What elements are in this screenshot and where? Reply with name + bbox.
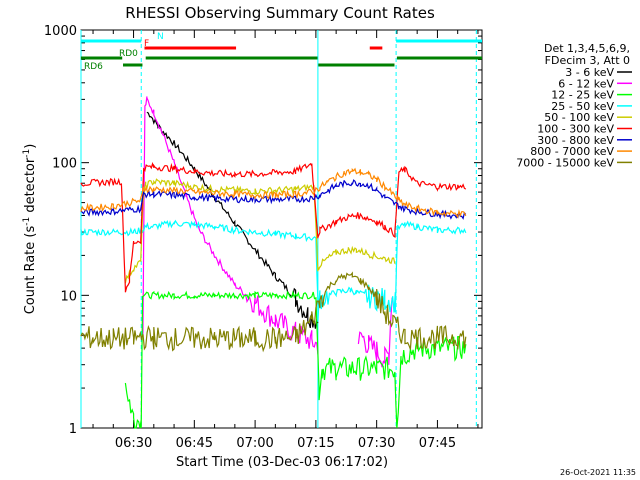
y-axis-label: Count Rate (s-1 detector-1) <box>22 144 38 315</box>
flag-label-f: F <box>144 39 149 49</box>
flag-label-rd6: RD6 <box>84 62 103 72</box>
series-line-7 <box>80 167 467 219</box>
x-tick-label: 06:45 <box>176 436 213 451</box>
footer-date: 26-Oct-2021 11:35 <box>560 468 636 477</box>
legend-label: 12 - 25 keV <box>551 89 614 102</box>
x-tick-label: 07:45 <box>419 436 456 451</box>
series-line-0 <box>146 111 319 329</box>
series-line-2 <box>124 290 467 429</box>
x-tick-label: 07:00 <box>236 436 273 451</box>
series-line-4 <box>124 178 396 284</box>
legend: Det 1,3,4,5,6,9, FDecim 3, Att 0 3 - 6 k… <box>516 42 632 169</box>
x-tick-label: 07:30 <box>358 436 395 451</box>
legend-header-line-1: Det 1,3,4,5,6,9, <box>544 42 630 55</box>
vertical-markers <box>80 30 477 428</box>
x-tick-label: 06:30 <box>115 436 152 451</box>
legend-label: 100 - 300 keV <box>537 123 614 136</box>
series-line-3 <box>80 219 467 322</box>
x-axis-label: Start Time (03-Dec-03 06:17:02) <box>176 455 388 470</box>
flag-label-n: N <box>157 32 164 42</box>
y-label-close: ) <box>23 144 38 149</box>
legend-header-line-2: FDecim 3, Att 0 <box>545 54 630 67</box>
y-label-sup: -1 <box>22 217 32 226</box>
y-label-prefix: Count Rate (s <box>23 226 38 315</box>
x-tick-label: 07:15 <box>297 436 334 451</box>
series-line-1 <box>142 96 393 368</box>
legend-label: 800 - 7000 keV <box>530 145 614 158</box>
y-tick-labels: 1 10 100 1000 <box>44 24 77 437</box>
y-tick-label: 1 <box>69 422 77 437</box>
flag-label-rd0: RD0 <box>119 49 138 59</box>
series-line-6 <box>80 179 467 220</box>
legend-label: 25 - 50 keV <box>551 100 614 113</box>
legend-label: 7000 - 15000 keV <box>516 156 614 169</box>
series-lines <box>80 96 467 429</box>
flag-bars: NF RD0 RD6 <box>80 32 482 72</box>
y-label-suffix: detector <box>23 157 38 217</box>
series-line-8 <box>80 271 467 353</box>
y-tick-label: 1000 <box>44 24 77 39</box>
x-tick-labels: 06:30 06:45 07:00 07:15 07:30 07:45 <box>115 436 456 451</box>
legend-label: 3 - 6 keV <box>565 66 614 79</box>
y-tick-label: 100 <box>52 157 77 172</box>
chart-title: RHESSI Observing Summary Count Rates <box>125 4 435 22</box>
y-tick-label: 10 <box>60 289 77 304</box>
legend-label: 6 - 12 keV <box>558 77 614 90</box>
series-line-5 <box>80 161 467 293</box>
legend-label: 300 - 800 keV <box>537 134 614 147</box>
legend-label: 50 - 100 keV <box>544 111 614 124</box>
y-label-sup2: -1 <box>22 149 32 158</box>
